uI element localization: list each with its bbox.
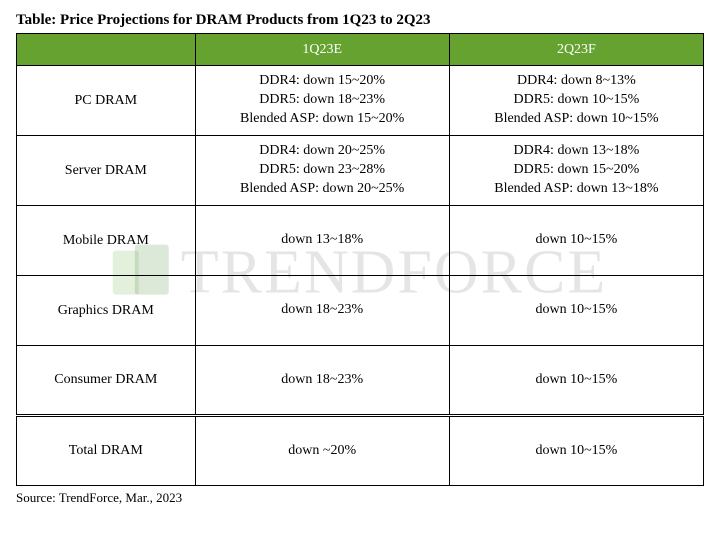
q1-cell: DDR4: down 20~25%DDR5: down 23~28%Blende… [195, 136, 449, 206]
cell-line: DDR4: down 8~13% [458, 72, 695, 91]
q2-cell: DDR4: down 13~18%DDR5: down 15~20%Blende… [449, 136, 703, 206]
cell-line: Blended ASP: down 15~20% [204, 110, 441, 129]
table-row: Mobile DRAM down 13~18% down 10~15% [17, 206, 704, 276]
q1-cell: down 13~18% [195, 206, 449, 276]
category-cell: Consumer DRAM [17, 346, 196, 416]
cell-line: down 18~23% [204, 371, 441, 390]
cell-line: DDR4: down 13~18% [458, 142, 695, 161]
q1-cell: down 18~23% [195, 346, 449, 416]
q2-cell: down 10~15% [449, 276, 703, 346]
cell-line: DDR4: down 15~20% [204, 72, 441, 91]
table-row: Graphics DRAM down 18~23% down 10~15% [17, 276, 704, 346]
table-title: Table: Price Projections for DRAM Produc… [16, 12, 704, 29]
category-cell: Server DRAM [17, 136, 196, 206]
cell-line: down 10~15% [458, 301, 695, 320]
q2-cell: down 10~15% [449, 346, 703, 416]
cell-line: DDR5: down 10~15% [458, 91, 695, 110]
cell-line: Blended ASP: down 13~18% [458, 180, 695, 199]
header-2q23f: 2Q23F [449, 34, 703, 66]
table-row: Server DRAMDDR4: down 20~25%DDR5: down 2… [17, 136, 704, 206]
header-1q23e: 1Q23E [195, 34, 449, 66]
cell-line: DDR5: down 18~23% [204, 91, 441, 110]
q1-cell: down ~20% [195, 416, 449, 486]
header-row: 1Q23E 2Q23F [17, 34, 704, 66]
cell-line: down 10~15% [458, 231, 695, 250]
cell-line: down 13~18% [204, 231, 441, 250]
q2-cell: DDR4: down 8~13%DDR5: down 10~15%Blended… [449, 66, 703, 136]
q2-cell: down 10~15% [449, 206, 703, 276]
table-row: Total DRAM down ~20% down 10~15% [17, 416, 704, 486]
table-row: Consumer DRAM down 18~23% down 10~15% [17, 346, 704, 416]
category-cell: Mobile DRAM [17, 206, 196, 276]
cell-line: DDR5: down 15~20% [458, 161, 695, 180]
header-blank [17, 34, 196, 66]
cell-line: Blended ASP: down 20~25% [204, 180, 441, 199]
projection-table: 1Q23E 2Q23F PC DRAMDDR4: down 15~20%DDR5… [16, 33, 704, 486]
q2-cell: down 10~15% [449, 416, 703, 486]
q1-cell: DDR4: down 15~20%DDR5: down 18~23%Blende… [195, 66, 449, 136]
category-cell: PC DRAM [17, 66, 196, 136]
cell-line: down 10~15% [458, 371, 695, 390]
cell-line: DDR4: down 20~25% [204, 142, 441, 161]
category-cell: Graphics DRAM [17, 276, 196, 346]
source-line: Source: TrendForce, Mar., 2023 [16, 490, 704, 506]
cell-line: DDR5: down 23~28% [204, 161, 441, 180]
cell-line: down 10~15% [458, 442, 695, 461]
table-row: PC DRAMDDR4: down 15~20%DDR5: down 18~23… [17, 66, 704, 136]
category-cell: Total DRAM [17, 416, 196, 486]
cell-line: down 18~23% [204, 301, 441, 320]
q1-cell: down 18~23% [195, 276, 449, 346]
cell-line: down ~20% [204, 442, 441, 461]
cell-line: Blended ASP: down 10~15% [458, 110, 695, 129]
